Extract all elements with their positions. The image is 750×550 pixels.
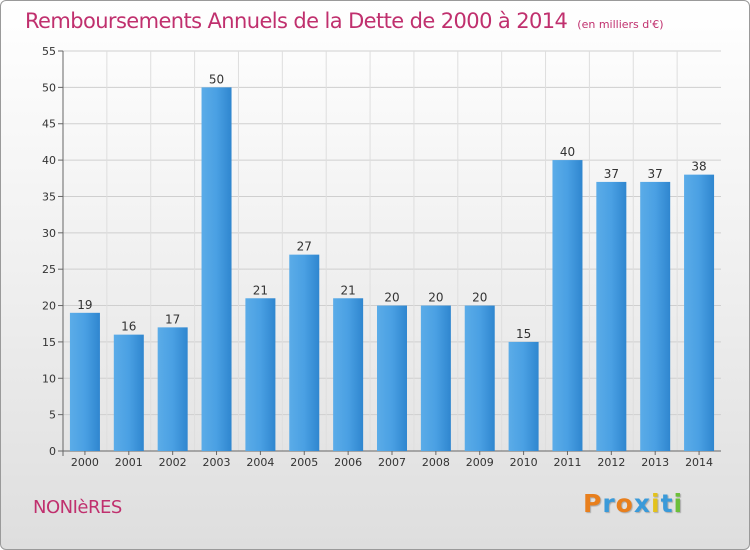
x-tick-label-2009: 2009 (466, 456, 494, 469)
x-tick-label-2005: 2005 (290, 456, 318, 469)
x-tick-label-2003: 2003 (203, 456, 231, 469)
x-tick-label-2001: 2001 (115, 456, 143, 469)
y-tick-label: 0 (49, 445, 56, 458)
bar-2010 (508, 341, 539, 451)
value-label-2005: 27 (297, 240, 312, 254)
logo-letter: i (651, 489, 661, 518)
y-tick-label: 5 (49, 409, 56, 422)
y-tick-label: 50 (42, 81, 56, 94)
logo-letter: o (615, 489, 634, 518)
chart-subtitle: (en milliers d'€) (577, 18, 664, 31)
x-tick-label-2010: 2010 (510, 456, 538, 469)
y-tick-label: 20 (42, 300, 56, 313)
x-tick-label-2014: 2014 (685, 456, 713, 469)
bar-2006 (333, 298, 364, 451)
y-tick-label: 55 (42, 45, 56, 58)
bar-2002 (157, 327, 188, 451)
value-label-2002: 17 (165, 312, 180, 326)
y-tick-label: 40 (42, 154, 56, 167)
commune-name: NONIèRES (33, 497, 122, 518)
x-tick-label-2002: 2002 (159, 456, 187, 469)
logo-letter: x (633, 489, 651, 518)
y-tick-label: 30 (42, 227, 56, 240)
bar-2014 (684, 174, 715, 452)
chart-title: Remboursements Annuels de la Dette de 20… (25, 9, 664, 33)
x-tick-label-2007: 2007 (378, 456, 406, 469)
y-tick-label: 25 (42, 263, 56, 276)
bars (69, 87, 715, 452)
bar-2003 (201, 87, 232, 451)
value-label-2006: 21 (340, 283, 355, 297)
bar-2012 (596, 181, 627, 451)
value-label-2004: 21 (253, 283, 268, 297)
value-label-2001: 16 (121, 320, 136, 334)
x-tick-label-2011: 2011 (553, 456, 581, 469)
value-label-2003: 50 (209, 72, 224, 86)
bar-2008 (420, 305, 451, 451)
value-label-2013: 37 (648, 167, 663, 181)
logo-letter: t (660, 489, 674, 518)
value-label-2007: 20 (384, 291, 399, 305)
bar-2011 (552, 160, 583, 451)
logo-letter: i (673, 489, 684, 518)
value-label-2008: 20 (428, 291, 443, 305)
x-tick-label-2006: 2006 (334, 456, 362, 469)
y-tick-label: 10 (42, 372, 56, 385)
value-label-2000: 19 (77, 298, 92, 312)
bar-2007 (377, 305, 407, 451)
proxiti-logo[interactable]: Proxiti (583, 489, 683, 518)
y-tick-label: 15 (42, 336, 56, 349)
x-tick-label-2013: 2013 (641, 456, 669, 469)
y-tick-label: 45 (42, 118, 56, 131)
logo-letter: P (583, 489, 603, 518)
value-label-2012: 37 (604, 167, 619, 181)
x-tick-label-2008: 2008 (422, 456, 450, 469)
bar-2000 (69, 312, 100, 451)
bar-2005 (289, 254, 320, 451)
value-labels: 19 16 17 50 21 27 21 20 20 20 15 40 37 37 38 (77, 72, 706, 341)
bar-2013 (640, 181, 671, 451)
value-label-2010: 15 (516, 327, 531, 341)
chart-title-text: Remboursements Annuels de la Dette de 20… (25, 9, 568, 33)
x-tick-label-2012: 2012 (597, 456, 625, 469)
bar-2001 (113, 334, 144, 451)
x-tick-label-2000: 2000 (71, 456, 99, 469)
value-label-2009: 20 (472, 291, 487, 305)
bar-2004 (245, 298, 276, 451)
value-label-2011: 40 (560, 145, 575, 159)
value-label-2014: 38 (691, 160, 706, 174)
logo-letter: r (602, 489, 616, 518)
bar-2009 (464, 305, 495, 451)
x-tick-label-2004: 2004 (246, 456, 274, 469)
y-tick-label: 35 (42, 190, 56, 203)
